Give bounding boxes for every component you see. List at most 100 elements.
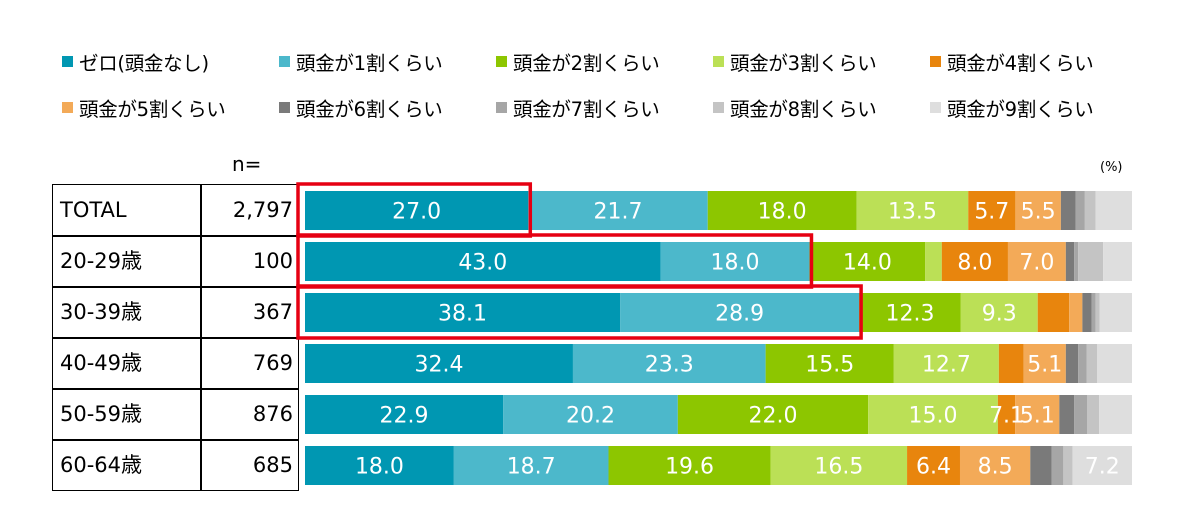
bar-segment bbox=[572, 344, 766, 383]
category-label: TOTAL bbox=[60, 198, 127, 222]
bar-value-label: 22.0 bbox=[749, 404, 798, 429]
legend-label: 頭金が1割くらい bbox=[296, 51, 443, 75]
bar-segment bbox=[1078, 242, 1104, 281]
chart-legend: ゼロ(頭金なし) 頭金が1割くらい 頭金が2割くらい 頭金が3割くらい 頭金が4… bbox=[62, 38, 1172, 130]
bar-value-label: 13.5 bbox=[888, 200, 937, 225]
bar-value-label: 7.2 bbox=[1085, 455, 1120, 480]
bar-segment bbox=[305, 344, 573, 383]
legend-swatch bbox=[62, 55, 73, 67]
category-label: 40-49歳 bbox=[60, 351, 143, 375]
legend-swatch bbox=[62, 101, 73, 113]
legend-swatch bbox=[930, 55, 941, 67]
legend-label: 頭金が2割くらい bbox=[513, 51, 660, 75]
bar-value-label: 7.1 bbox=[989, 404, 1024, 429]
legend-swatch bbox=[496, 55, 507, 67]
bar-value-label: 15.0 bbox=[909, 404, 958, 429]
bar-segment bbox=[1007, 242, 1066, 281]
bar-value-label: 21.7 bbox=[594, 200, 643, 225]
bar-segment bbox=[859, 293, 961, 332]
unit-label: (%) bbox=[1100, 160, 1123, 175]
bar-segment bbox=[453, 446, 609, 485]
sample-size: 2,797 bbox=[232, 198, 293, 222]
table-row-divider bbox=[52, 388, 299, 390]
bar-segment bbox=[305, 191, 529, 230]
bar-segment bbox=[907, 446, 960, 485]
bar-segment bbox=[1063, 446, 1073, 485]
bar-value-label: 19.6 bbox=[665, 455, 714, 480]
bar-segment bbox=[1099, 395, 1132, 434]
bar-value-label: 8.5 bbox=[978, 455, 1013, 480]
bar-segment bbox=[959, 446, 1031, 485]
bar-segment bbox=[503, 395, 678, 434]
bar-value-label: 43.0 bbox=[458, 251, 507, 276]
bar-value-label: 27.0 bbox=[392, 200, 441, 225]
bar-value-label: 16.5 bbox=[814, 455, 863, 480]
sample-size: 367 bbox=[252, 300, 293, 324]
legend-swatch bbox=[930, 101, 941, 113]
bar-value-label: 15.5 bbox=[805, 353, 854, 378]
bar-segment bbox=[660, 242, 810, 281]
bar-segment bbox=[868, 395, 998, 434]
bar-segment bbox=[1015, 191, 1061, 230]
bar-value-label: 18.0 bbox=[758, 200, 807, 225]
bar-segment bbox=[765, 344, 894, 383]
bar-segment bbox=[1030, 446, 1052, 485]
legend-swatch bbox=[279, 55, 290, 67]
bar-segment bbox=[1084, 191, 1096, 230]
bar-segment bbox=[1097, 344, 1132, 383]
bar-value-label: 18.0 bbox=[711, 251, 760, 276]
bar-segment bbox=[770, 446, 908, 485]
bar-value-label: 22.9 bbox=[380, 404, 429, 429]
bar-segment bbox=[1051, 446, 1064, 485]
category-label: 20-29歳 bbox=[60, 249, 143, 273]
legend-item-50pct: 頭金が5割くらい bbox=[62, 93, 279, 122]
bar-value-label: 38.1 bbox=[438, 302, 487, 327]
bar-value-label: 5.1 bbox=[1027, 353, 1062, 378]
legend-item-20pct: 頭金が2割くらい bbox=[496, 47, 713, 76]
sample-size: 100 bbox=[252, 249, 293, 273]
bar-segment bbox=[1087, 395, 1100, 434]
category-label: 30-39歳 bbox=[60, 300, 143, 324]
bar-value-label: 14.0 bbox=[843, 251, 892, 276]
legend-row: 頭金が5割くらい 頭金が6割くらい 頭金が7割くらい 頭金が8割くらい 頭金が9… bbox=[62, 84, 1172, 130]
bar-segment bbox=[1095, 191, 1132, 230]
bar-value-label: 7.0 bbox=[1019, 251, 1054, 276]
bar-segment bbox=[1075, 191, 1085, 230]
sample-size: 769 bbox=[252, 351, 293, 375]
bar-segment bbox=[1065, 242, 1075, 281]
legend-label: 頭金が7割くらい bbox=[513, 97, 660, 121]
legend-swatch bbox=[713, 55, 724, 67]
table-row-divider bbox=[52, 235, 299, 237]
legend-item-40pct: 頭金が4割くらい bbox=[930, 47, 1147, 76]
category-label: 60-64歳 bbox=[60, 453, 143, 477]
bar-segment bbox=[925, 242, 942, 281]
bar-segment bbox=[1074, 395, 1088, 434]
bar-value-label: 28.9 bbox=[715, 302, 764, 327]
table-row-divider bbox=[52, 337, 299, 339]
bar-segment bbox=[809, 242, 926, 281]
bar-value-label: 18.7 bbox=[507, 455, 556, 480]
bar-segment bbox=[1091, 293, 1096, 332]
bar-value-label: 32.4 bbox=[414, 353, 463, 378]
bar-segment bbox=[1086, 344, 1098, 383]
sample-size: 685 bbox=[252, 453, 293, 477]
n-column-header: n= bbox=[232, 152, 262, 176]
bar-segment bbox=[998, 344, 1024, 383]
bar-segment bbox=[1069, 293, 1083, 332]
bar-segment bbox=[1059, 395, 1075, 434]
legend-item-zero: ゼロ(頭金なし) bbox=[62, 47, 279, 76]
bar-segment bbox=[1060, 191, 1076, 230]
bar-segment bbox=[305, 395, 504, 434]
bar-segment bbox=[305, 293, 621, 332]
bar-segment bbox=[1095, 293, 1100, 332]
bar-value-label: 12.7 bbox=[922, 353, 971, 378]
legend-label: ゼロ(頭金なし) bbox=[79, 51, 209, 75]
legend-label: 頭金が6割くらい bbox=[296, 97, 443, 121]
legend-label: 頭金が4割くらい bbox=[947, 51, 1094, 75]
bar-segment bbox=[608, 446, 771, 485]
bar-segment bbox=[528, 191, 708, 230]
legend-item-30pct: 頭金が3割くらい bbox=[713, 47, 930, 76]
bar-segment bbox=[856, 191, 969, 230]
bar-segment bbox=[960, 293, 1038, 332]
